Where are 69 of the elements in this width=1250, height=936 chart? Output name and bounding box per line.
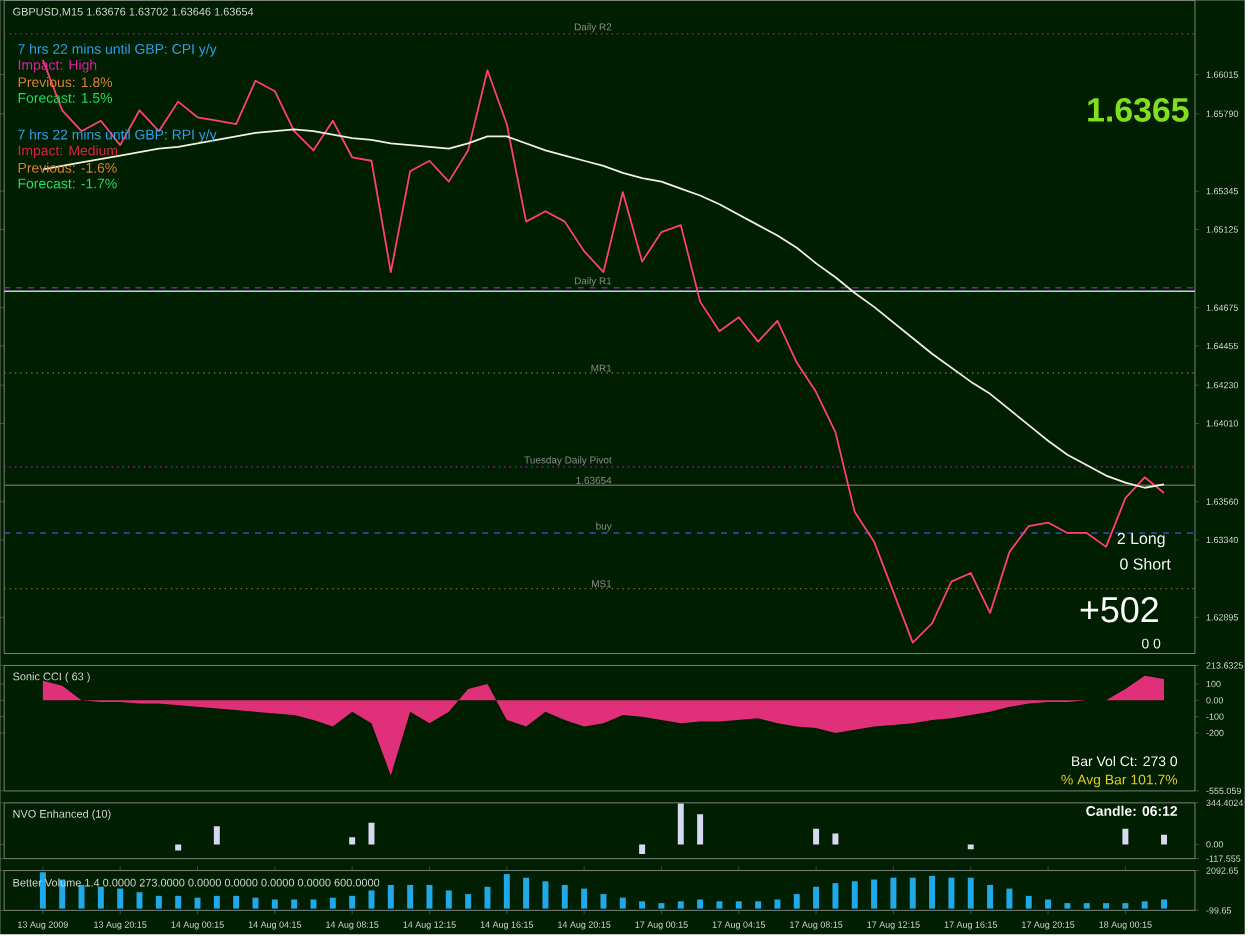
bar [677, 901, 684, 909]
bar [948, 877, 955, 909]
bar [716, 901, 723, 909]
bar [967, 877, 974, 909]
bar [1025, 895, 1032, 909]
bar [291, 899, 298, 909]
bar [1006, 888, 1013, 909]
bar [1141, 901, 1148, 909]
bar [1161, 899, 1168, 909]
bar [1045, 899, 1052, 909]
bar [581, 888, 588, 909]
bar [175, 895, 182, 909]
bar [329, 897, 336, 909]
bar [445, 890, 452, 909]
bar [658, 903, 665, 909]
bar [929, 875, 936, 909]
bar [78, 884, 85, 909]
bar [542, 881, 549, 909]
bar [426, 884, 433, 909]
bar [97, 886, 104, 909]
bar [349, 837, 356, 845]
bar [1161, 834, 1168, 845]
bar [368, 822, 375, 845]
bar [619, 897, 626, 909]
bar [271, 899, 278, 909]
bar [349, 895, 356, 909]
bar [465, 893, 472, 909]
bar [813, 886, 820, 909]
bar [523, 877, 530, 909]
bar [39, 872, 46, 909]
bar [793, 893, 800, 909]
bar [774, 899, 781, 909]
bar [1122, 903, 1129, 909]
bar [310, 899, 317, 909]
bar [987, 884, 994, 909]
bar [1064, 903, 1071, 909]
bar [1083, 903, 1090, 909]
bar [832, 883, 839, 909]
bar [600, 893, 607, 909]
bar [503, 874, 510, 909]
bar [967, 844, 974, 850]
bar [832, 833, 839, 845]
bar [890, 877, 897, 909]
bar [909, 877, 916, 909]
bar [387, 884, 394, 909]
annotation: +502 [1080, 596, 1158, 623]
bar [697, 899, 704, 909]
bar [697, 814, 704, 845]
bar [677, 803, 684, 845]
bar [851, 881, 858, 909]
bar [561, 884, 568, 909]
annotation: 1.6365 [1088, 97, 1189, 122]
bar [1122, 828, 1129, 845]
bar [871, 879, 878, 909]
bar [813, 828, 820, 845]
bar [755, 901, 762, 909]
bar [1103, 903, 1110, 909]
bar [213, 826, 220, 845]
bar [117, 888, 124, 909]
bar [639, 844, 646, 855]
bar [407, 884, 414, 909]
bar [233, 895, 240, 909]
bar [484, 886, 491, 909]
bar [368, 890, 375, 909]
bar [155, 895, 162, 909]
bar [213, 895, 220, 909]
bar [735, 901, 742, 909]
bar [175, 844, 182, 851]
bar [639, 901, 646, 909]
